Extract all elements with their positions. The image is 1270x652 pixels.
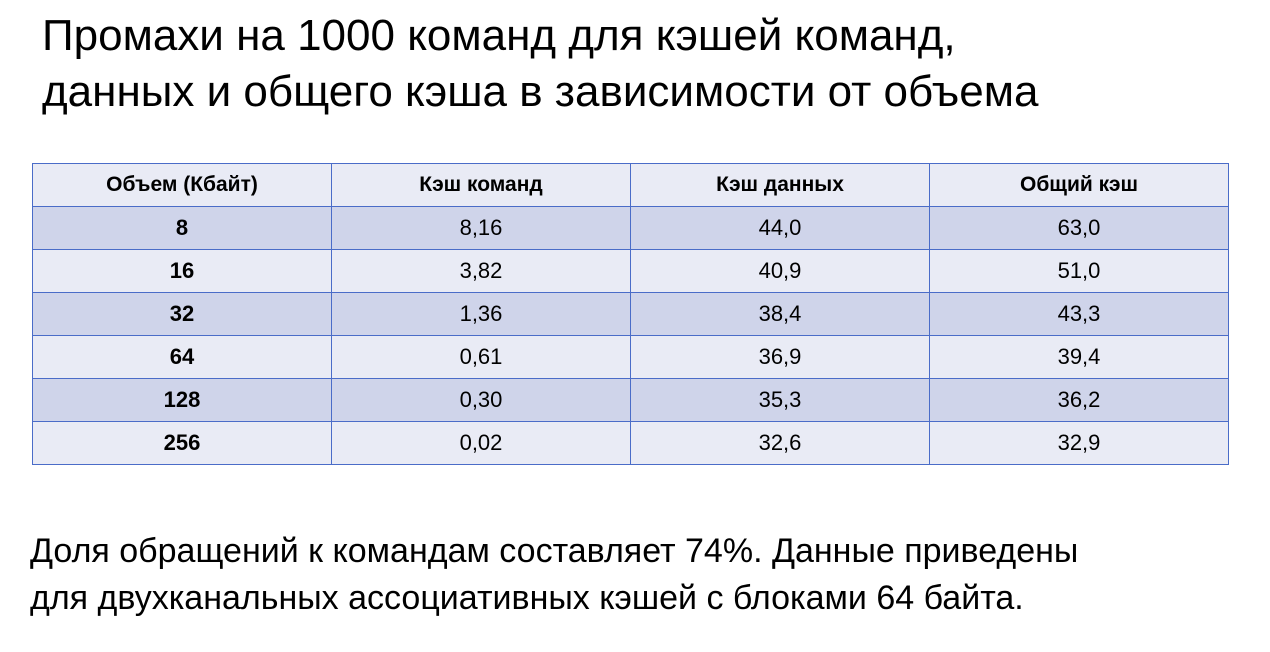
table-row: 16 3,82 40,9 51,0 bbox=[32, 249, 1229, 293]
cell-volume: 256 bbox=[32, 421, 332, 465]
cell-data-cache: 35,3 bbox=[630, 378, 930, 422]
cell-unified-cache: 32,9 bbox=[929, 421, 1229, 465]
cell-volume: 8 bbox=[32, 206, 332, 250]
table-header-row: Объем (Кбайт) Кэш команд Кэш данных Общи… bbox=[32, 163, 1229, 207]
slide-title: Промахи на 1000 команд для кэшей команд,… bbox=[42, 8, 1242, 120]
cell-volume: 64 bbox=[32, 335, 332, 379]
footnote-line-2: для двухканальных ассоциативных кэшей с … bbox=[30, 579, 1024, 617]
cell-unified-cache: 63,0 bbox=[929, 206, 1229, 250]
cell-unified-cache: 51,0 bbox=[929, 249, 1229, 293]
cell-unified-cache: 43,3 bbox=[929, 292, 1229, 336]
header-unified-cache: Общий кэш bbox=[929, 163, 1229, 207]
table-row: 64 0,61 36,9 39,4 bbox=[32, 335, 1229, 379]
cell-volume: 32 bbox=[32, 292, 332, 336]
cell-data-cache: 44,0 bbox=[630, 206, 930, 250]
cell-data-cache: 40,9 bbox=[630, 249, 930, 293]
footnote-text: Доля обращений к командам составляет 74%… bbox=[30, 528, 1250, 622]
cell-data-cache: 36,9 bbox=[630, 335, 930, 379]
table-row: 128 0,30 35,3 36,2 bbox=[32, 378, 1229, 422]
slide-title-line-2: данных и общего кэша в зависимости от об… bbox=[42, 67, 1039, 116]
cell-data-cache: 38,4 bbox=[630, 292, 930, 336]
header-instruction-cache: Кэш команд bbox=[331, 163, 631, 207]
cell-unified-cache: 36,2 bbox=[929, 378, 1229, 422]
header-data-cache: Кэш данных bbox=[630, 163, 930, 207]
slide-title-line-1: Промахи на 1000 команд для кэшей команд, bbox=[42, 11, 956, 60]
table-row: 32 1,36 38,4 43,3 bbox=[32, 292, 1229, 336]
cell-instruction-cache: 0,30 bbox=[331, 378, 631, 422]
cell-instruction-cache: 1,36 bbox=[331, 292, 631, 336]
cell-instruction-cache: 0,61 bbox=[331, 335, 631, 379]
cell-volume: 128 bbox=[32, 378, 332, 422]
cell-instruction-cache: 0,02 bbox=[331, 421, 631, 465]
table-row: 8 8,16 44,0 63,0 bbox=[32, 206, 1229, 250]
cell-data-cache: 32,6 bbox=[630, 421, 930, 465]
cell-unified-cache: 39,4 bbox=[929, 335, 1229, 379]
cell-instruction-cache: 3,82 bbox=[331, 249, 631, 293]
header-volume: Объем (Кбайт) bbox=[32, 163, 332, 207]
cache-miss-table: Объем (Кбайт) Кэш команд Кэш данных Общи… bbox=[32, 163, 1229, 465]
table-row: 256 0,02 32,6 32,9 bbox=[32, 421, 1229, 465]
footnote-line-1: Доля обращений к командам составляет 74%… bbox=[30, 532, 1079, 570]
cell-instruction-cache: 8,16 bbox=[331, 206, 631, 250]
cell-volume: 16 bbox=[32, 249, 332, 293]
